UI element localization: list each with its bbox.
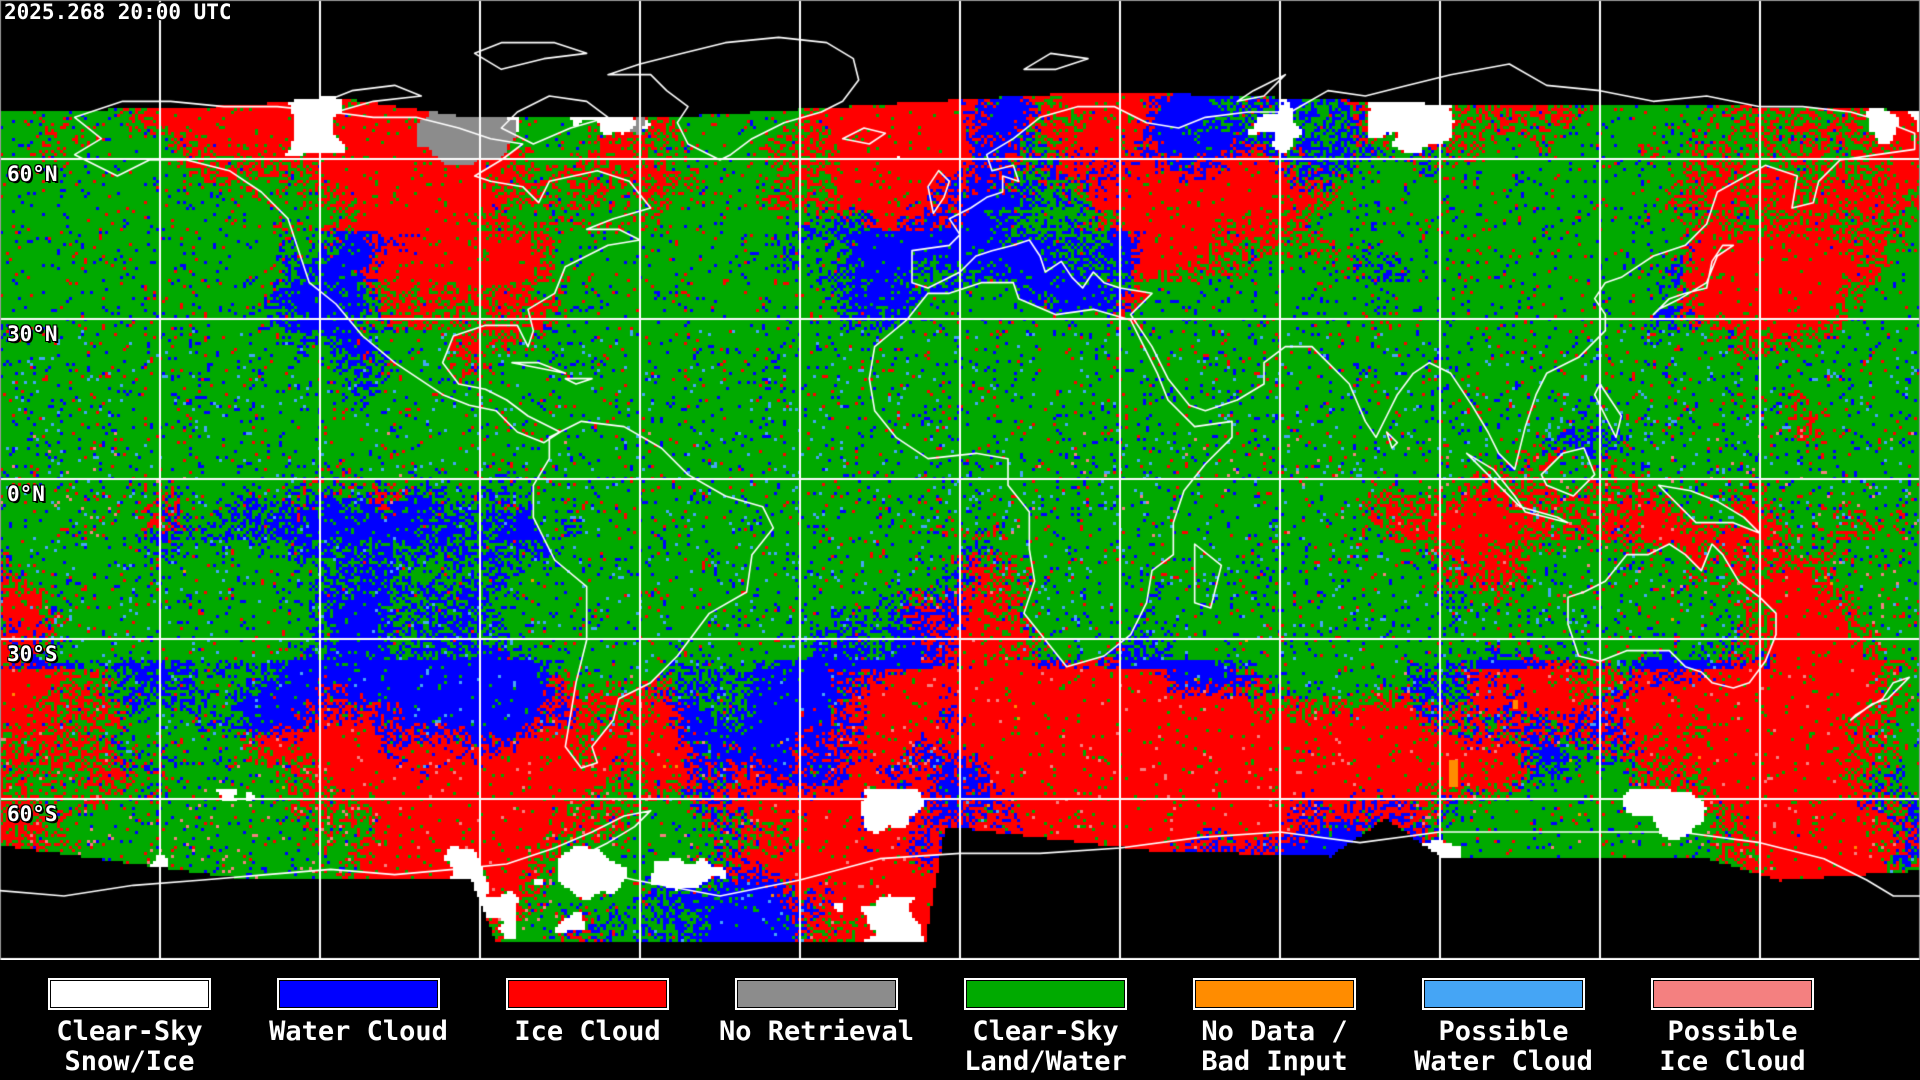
legend-swatch-water-cloud <box>277 978 440 1010</box>
legend-label-line: Ice Cloud <box>514 1016 661 1047</box>
legend-label-line: Land/Water <box>964 1046 1127 1077</box>
legend-label-line: Clear-Sky <box>972 1016 1119 1047</box>
legend-label: Possible Water Cloud <box>1414 1017 1593 1077</box>
legend-label: Clear-Sky Land/Water <box>964 1017 1127 1077</box>
legend-swatch-fill <box>1196 981 1353 1007</box>
legend-label-line: No Retrieval <box>718 1016 915 1047</box>
legend-label: No Retrieval <box>719 1017 914 1047</box>
latitude-label: 30°N <box>7 322 58 346</box>
latitude-label: 60°S <box>7 802 58 826</box>
legend-label-line: No Data / <box>1201 1016 1348 1047</box>
legend: Clear-Sky Snow/Ice Water Cloud Ice Cloud No … <box>0 960 1920 1080</box>
legend-item: Clear-Sky Snow/Ice <box>48 978 211 1077</box>
legend-label: No Data / Bad Input <box>1201 1017 1347 1077</box>
latitude-label: 60°N <box>7 162 58 186</box>
legend-swatch-fill <box>967 981 1124 1007</box>
legend-swatch-no-retrieval <box>735 978 898 1010</box>
legend-swatch-clear-sky-snow-ice <box>48 978 211 1010</box>
legend-swatch-fill <box>51 981 208 1007</box>
legend-label-line: Water Cloud <box>269 1016 448 1047</box>
legend-label: Possible Ice Cloud <box>1659 1017 1805 1077</box>
legend-item: Water Cloud <box>269 978 448 1047</box>
legend-swatch-fill <box>280 981 437 1007</box>
legend-item: Possible Ice Cloud <box>1651 978 1814 1077</box>
legend-label-line: Water Cloud <box>1414 1046 1593 1077</box>
legend-item: No Data / Bad Input <box>1193 978 1356 1077</box>
legend-swatch-possible-water-cloud <box>1422 978 1585 1010</box>
legend-label-line: Clear-Sky <box>56 1016 203 1047</box>
legend-label-line: Bad Input <box>1201 1046 1348 1077</box>
legend-item: Ice Cloud <box>506 978 669 1047</box>
legend-item: Possible Water Cloud <box>1414 978 1593 1077</box>
legend-swatch-fill <box>1425 981 1582 1007</box>
legend-swatch-no-data-bad-input <box>1193 978 1356 1010</box>
legend-swatch-ice-cloud <box>506 978 669 1010</box>
legend-label-line: Possible <box>1667 1016 1798 1047</box>
legend-swatch-clear-sky-land-water <box>964 978 1127 1010</box>
legend-swatch-fill <box>1654 981 1811 1007</box>
legend-label-line: Snow/Ice <box>64 1046 195 1077</box>
legend-swatch-fill <box>509 981 666 1007</box>
legend-item: No Retrieval <box>719 978 914 1047</box>
legend-label: Clear-Sky Snow/Ice <box>56 1017 202 1077</box>
timestamp: 2025.268 20:00 UTC <box>4 0 232 24</box>
legend-item: Clear-Sky Land/Water <box>964 978 1127 1077</box>
latitude-label: 0°N <box>7 482 45 506</box>
world-cloud-phase-map <box>0 0 1920 960</box>
legend-label-line: Possible <box>1438 1016 1569 1047</box>
legend-label: Ice Cloud <box>514 1017 660 1047</box>
latitude-label: 30°S <box>7 642 58 666</box>
legend-swatch-possible-ice-cloud <box>1651 978 1814 1010</box>
legend-label-line: Ice Cloud <box>1659 1046 1806 1077</box>
legend-label: Water Cloud <box>269 1017 448 1047</box>
legend-swatch-fill <box>738 981 895 1007</box>
